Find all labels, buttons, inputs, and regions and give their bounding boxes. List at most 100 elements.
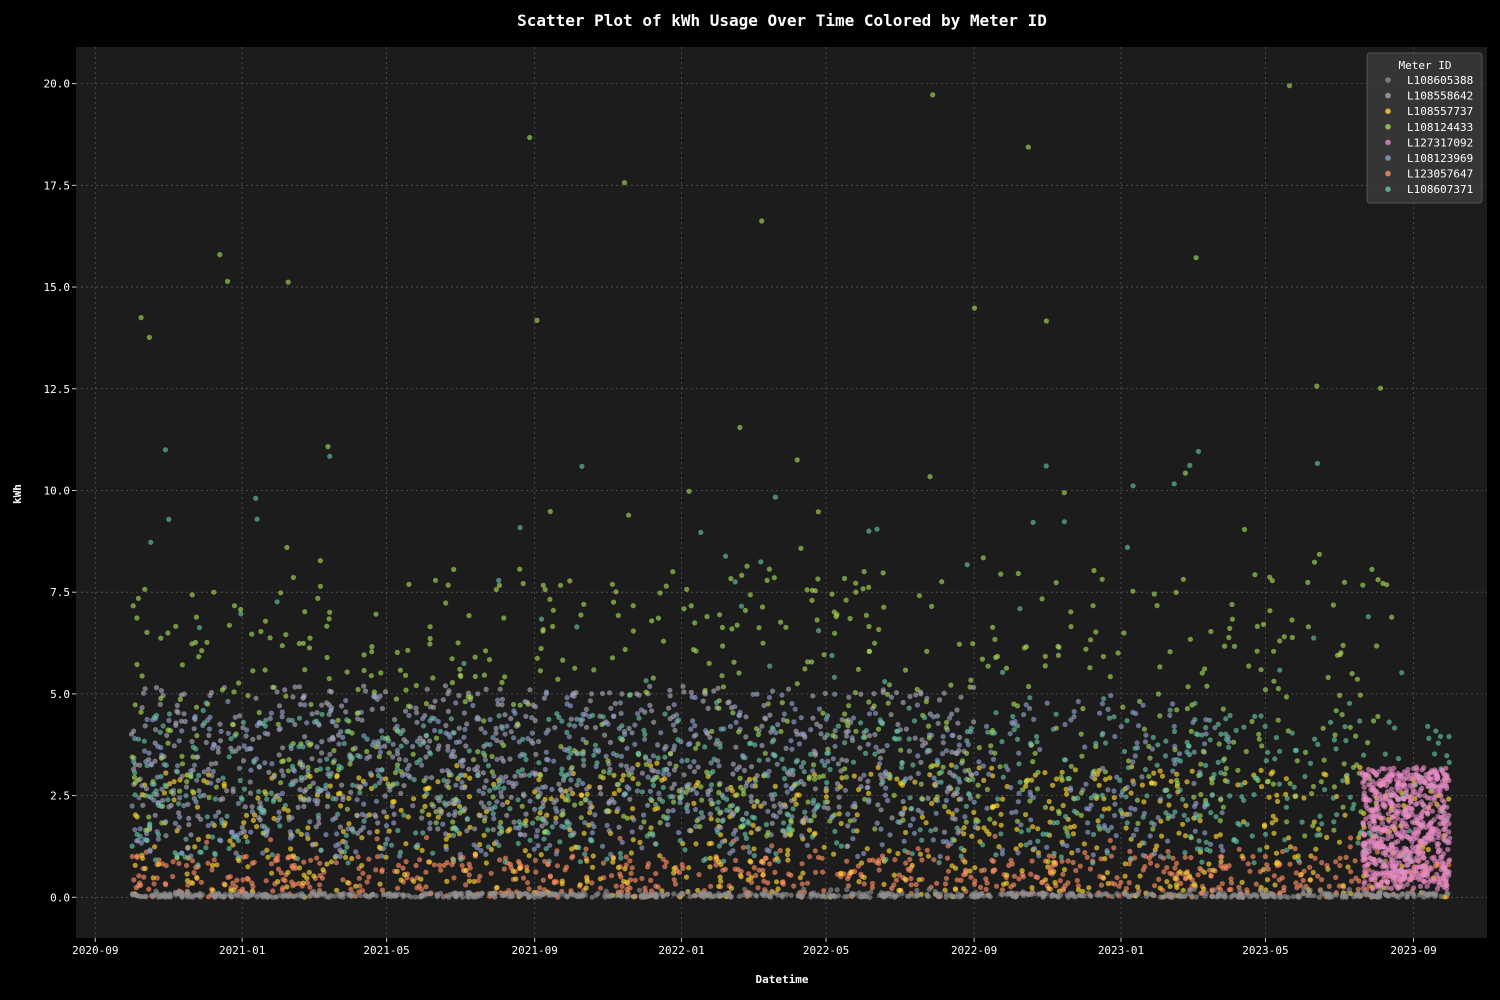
data-point xyxy=(909,851,915,857)
data-point xyxy=(804,880,811,886)
data-point xyxy=(1268,771,1274,777)
data-point xyxy=(715,799,722,805)
data-point xyxy=(861,772,867,778)
data-point xyxy=(711,688,717,694)
data-point xyxy=(946,715,953,721)
data-point xyxy=(182,718,188,725)
data-point xyxy=(1258,713,1264,719)
data-point xyxy=(602,892,608,898)
data-point xyxy=(406,712,412,719)
data-point xyxy=(843,758,850,764)
data-point xyxy=(1315,873,1321,879)
data-point xyxy=(1114,875,1120,881)
data-point xyxy=(1174,777,1180,783)
data-point xyxy=(183,793,189,799)
data-point xyxy=(280,894,286,900)
data-point xyxy=(456,725,462,731)
data-point xyxy=(1188,892,1195,899)
data-point xyxy=(756,625,762,631)
data-point xyxy=(236,680,242,686)
data-point xyxy=(971,881,978,887)
data-point xyxy=(1202,666,1208,672)
data-point xyxy=(681,606,687,612)
data-point xyxy=(163,863,169,869)
data-point xyxy=(355,716,361,722)
data-point xyxy=(404,766,410,772)
data-point xyxy=(717,744,723,750)
data-point xyxy=(924,891,930,897)
data-point xyxy=(993,852,999,858)
data-point xyxy=(963,803,970,809)
data-point xyxy=(648,796,654,802)
data-point xyxy=(163,882,169,888)
data-point xyxy=(471,878,477,885)
data-point xyxy=(660,638,667,644)
data-point xyxy=(522,848,528,854)
data-point xyxy=(544,812,550,818)
data-point xyxy=(660,893,666,900)
data-point xyxy=(458,856,464,863)
data-point xyxy=(865,778,871,784)
data-point xyxy=(1334,812,1340,818)
data-point xyxy=(373,867,379,873)
data-point xyxy=(985,729,991,735)
data-point xyxy=(317,758,323,764)
data-point xyxy=(1302,749,1309,756)
data-point xyxy=(176,810,182,816)
data-point xyxy=(427,820,433,826)
data-point xyxy=(898,810,904,817)
data-point xyxy=(1307,887,1313,893)
data-point xyxy=(738,874,744,880)
data-point xyxy=(833,614,839,620)
data-point xyxy=(1280,848,1286,855)
data-point xyxy=(527,837,533,843)
data-point xyxy=(1168,778,1174,784)
data-point xyxy=(884,743,890,749)
data-point xyxy=(653,871,659,877)
data-point xyxy=(359,835,365,841)
data-point xyxy=(158,744,164,751)
data-point xyxy=(398,790,404,797)
data-point xyxy=(815,576,821,582)
data-point xyxy=(413,862,419,869)
data-point xyxy=(520,875,527,881)
data-point xyxy=(1030,519,1036,526)
data-point xyxy=(641,891,647,897)
data-point xyxy=(134,831,140,837)
data-point xyxy=(886,890,892,897)
data-point xyxy=(280,745,286,751)
data-point xyxy=(601,769,607,775)
data-point xyxy=(212,852,218,858)
data-point xyxy=(1389,614,1395,620)
data-point xyxy=(1123,825,1129,831)
data-point xyxy=(647,702,653,709)
data-point xyxy=(810,762,817,768)
data-point xyxy=(483,851,489,858)
data-point xyxy=(1105,828,1111,834)
data-point xyxy=(918,781,924,787)
data-point xyxy=(852,801,858,807)
data-point xyxy=(1215,721,1221,727)
data-point xyxy=(1023,644,1029,650)
data-point xyxy=(1238,782,1244,788)
data-point xyxy=(1104,850,1110,856)
data-point xyxy=(564,701,570,707)
data-point xyxy=(1121,630,1127,636)
data-point xyxy=(290,694,296,700)
data-point xyxy=(210,768,216,775)
data-point xyxy=(916,593,923,599)
data-point xyxy=(1258,667,1264,673)
data-point xyxy=(275,866,282,872)
data-point xyxy=(1325,866,1331,872)
data-point xyxy=(1230,893,1236,899)
data-point xyxy=(1336,883,1342,889)
data-point xyxy=(237,777,243,784)
data-point xyxy=(1034,739,1040,745)
data-point xyxy=(835,723,841,729)
data-point xyxy=(592,812,598,818)
data-point xyxy=(954,786,961,792)
data-point xyxy=(930,837,936,843)
data-point xyxy=(140,690,147,696)
data-point xyxy=(651,777,657,783)
data-point xyxy=(146,750,152,756)
